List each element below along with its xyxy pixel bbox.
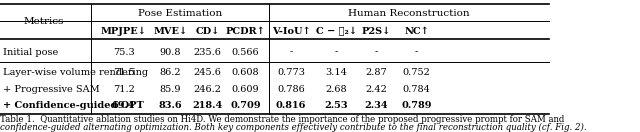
Text: 75.3: 75.3	[113, 48, 134, 56]
Text: + Confidence-guided OPT: + Confidence-guided OPT	[3, 102, 143, 110]
Text: 245.6: 245.6	[194, 68, 221, 77]
Text: 69.4: 69.4	[112, 102, 136, 110]
Text: 0.566: 0.566	[232, 48, 259, 56]
Text: 85.9: 85.9	[159, 85, 181, 94]
Text: CD↓: CD↓	[196, 27, 220, 36]
Text: NC↑: NC↑	[404, 27, 429, 36]
Text: MVE↓: MVE↓	[153, 27, 188, 36]
Text: Layer-wise volume rendering: Layer-wise volume rendering	[3, 68, 148, 77]
Text: 0.784: 0.784	[403, 85, 430, 94]
Text: 2.42: 2.42	[365, 85, 387, 94]
Text: 2.68: 2.68	[325, 85, 347, 94]
Text: -: -	[415, 48, 418, 56]
Text: 0.816: 0.816	[276, 102, 307, 110]
Text: PCDR↑: PCDR↑	[226, 27, 266, 36]
Text: Human Reconstruction: Human Reconstruction	[348, 9, 470, 18]
Text: 0.773: 0.773	[277, 68, 305, 77]
Text: 2.53: 2.53	[324, 102, 348, 110]
Text: -: -	[335, 48, 338, 56]
Text: Metrics: Metrics	[24, 17, 64, 26]
Text: + Progressive SAM: + Progressive SAM	[3, 85, 99, 94]
Text: MPJPE↓: MPJPE↓	[100, 27, 147, 36]
Text: 0.709: 0.709	[230, 102, 261, 110]
Text: -: -	[374, 48, 378, 56]
Text: 0.786: 0.786	[277, 85, 305, 94]
Text: confidence-guided alternating optimization. Both key components effectively cont: confidence-guided alternating optimizati…	[0, 123, 587, 132]
Text: 71.5: 71.5	[113, 68, 134, 77]
Text: 246.2: 246.2	[194, 85, 221, 94]
Text: 0.609: 0.609	[232, 85, 259, 94]
Text: 83.6: 83.6	[159, 102, 182, 110]
Text: 71.2: 71.2	[113, 85, 134, 94]
Text: 218.4: 218.4	[193, 102, 223, 110]
Text: Table 1.  Quantitative ablation studies on Hi4D. We demonstrate the importance o: Table 1. Quantitative ablation studies o…	[0, 115, 564, 124]
Text: 0.789: 0.789	[401, 102, 431, 110]
Text: 0.752: 0.752	[403, 68, 430, 77]
Text: 2.34: 2.34	[365, 102, 388, 110]
Text: 2.87: 2.87	[365, 68, 387, 77]
Text: -: -	[289, 48, 292, 56]
Text: V-IoU↑: V-IoU↑	[272, 27, 310, 36]
Text: C − ℓ₂↓: C − ℓ₂↓	[316, 27, 356, 36]
Text: 3.14: 3.14	[325, 68, 347, 77]
Text: 0.608: 0.608	[232, 68, 259, 77]
Text: Initial pose: Initial pose	[3, 48, 58, 56]
Text: Pose Estimation: Pose Estimation	[138, 9, 222, 18]
Text: 235.6: 235.6	[194, 48, 221, 56]
Text: P2S↓: P2S↓	[362, 27, 391, 36]
Text: 86.2: 86.2	[159, 68, 181, 77]
Text: 90.8: 90.8	[159, 48, 181, 56]
